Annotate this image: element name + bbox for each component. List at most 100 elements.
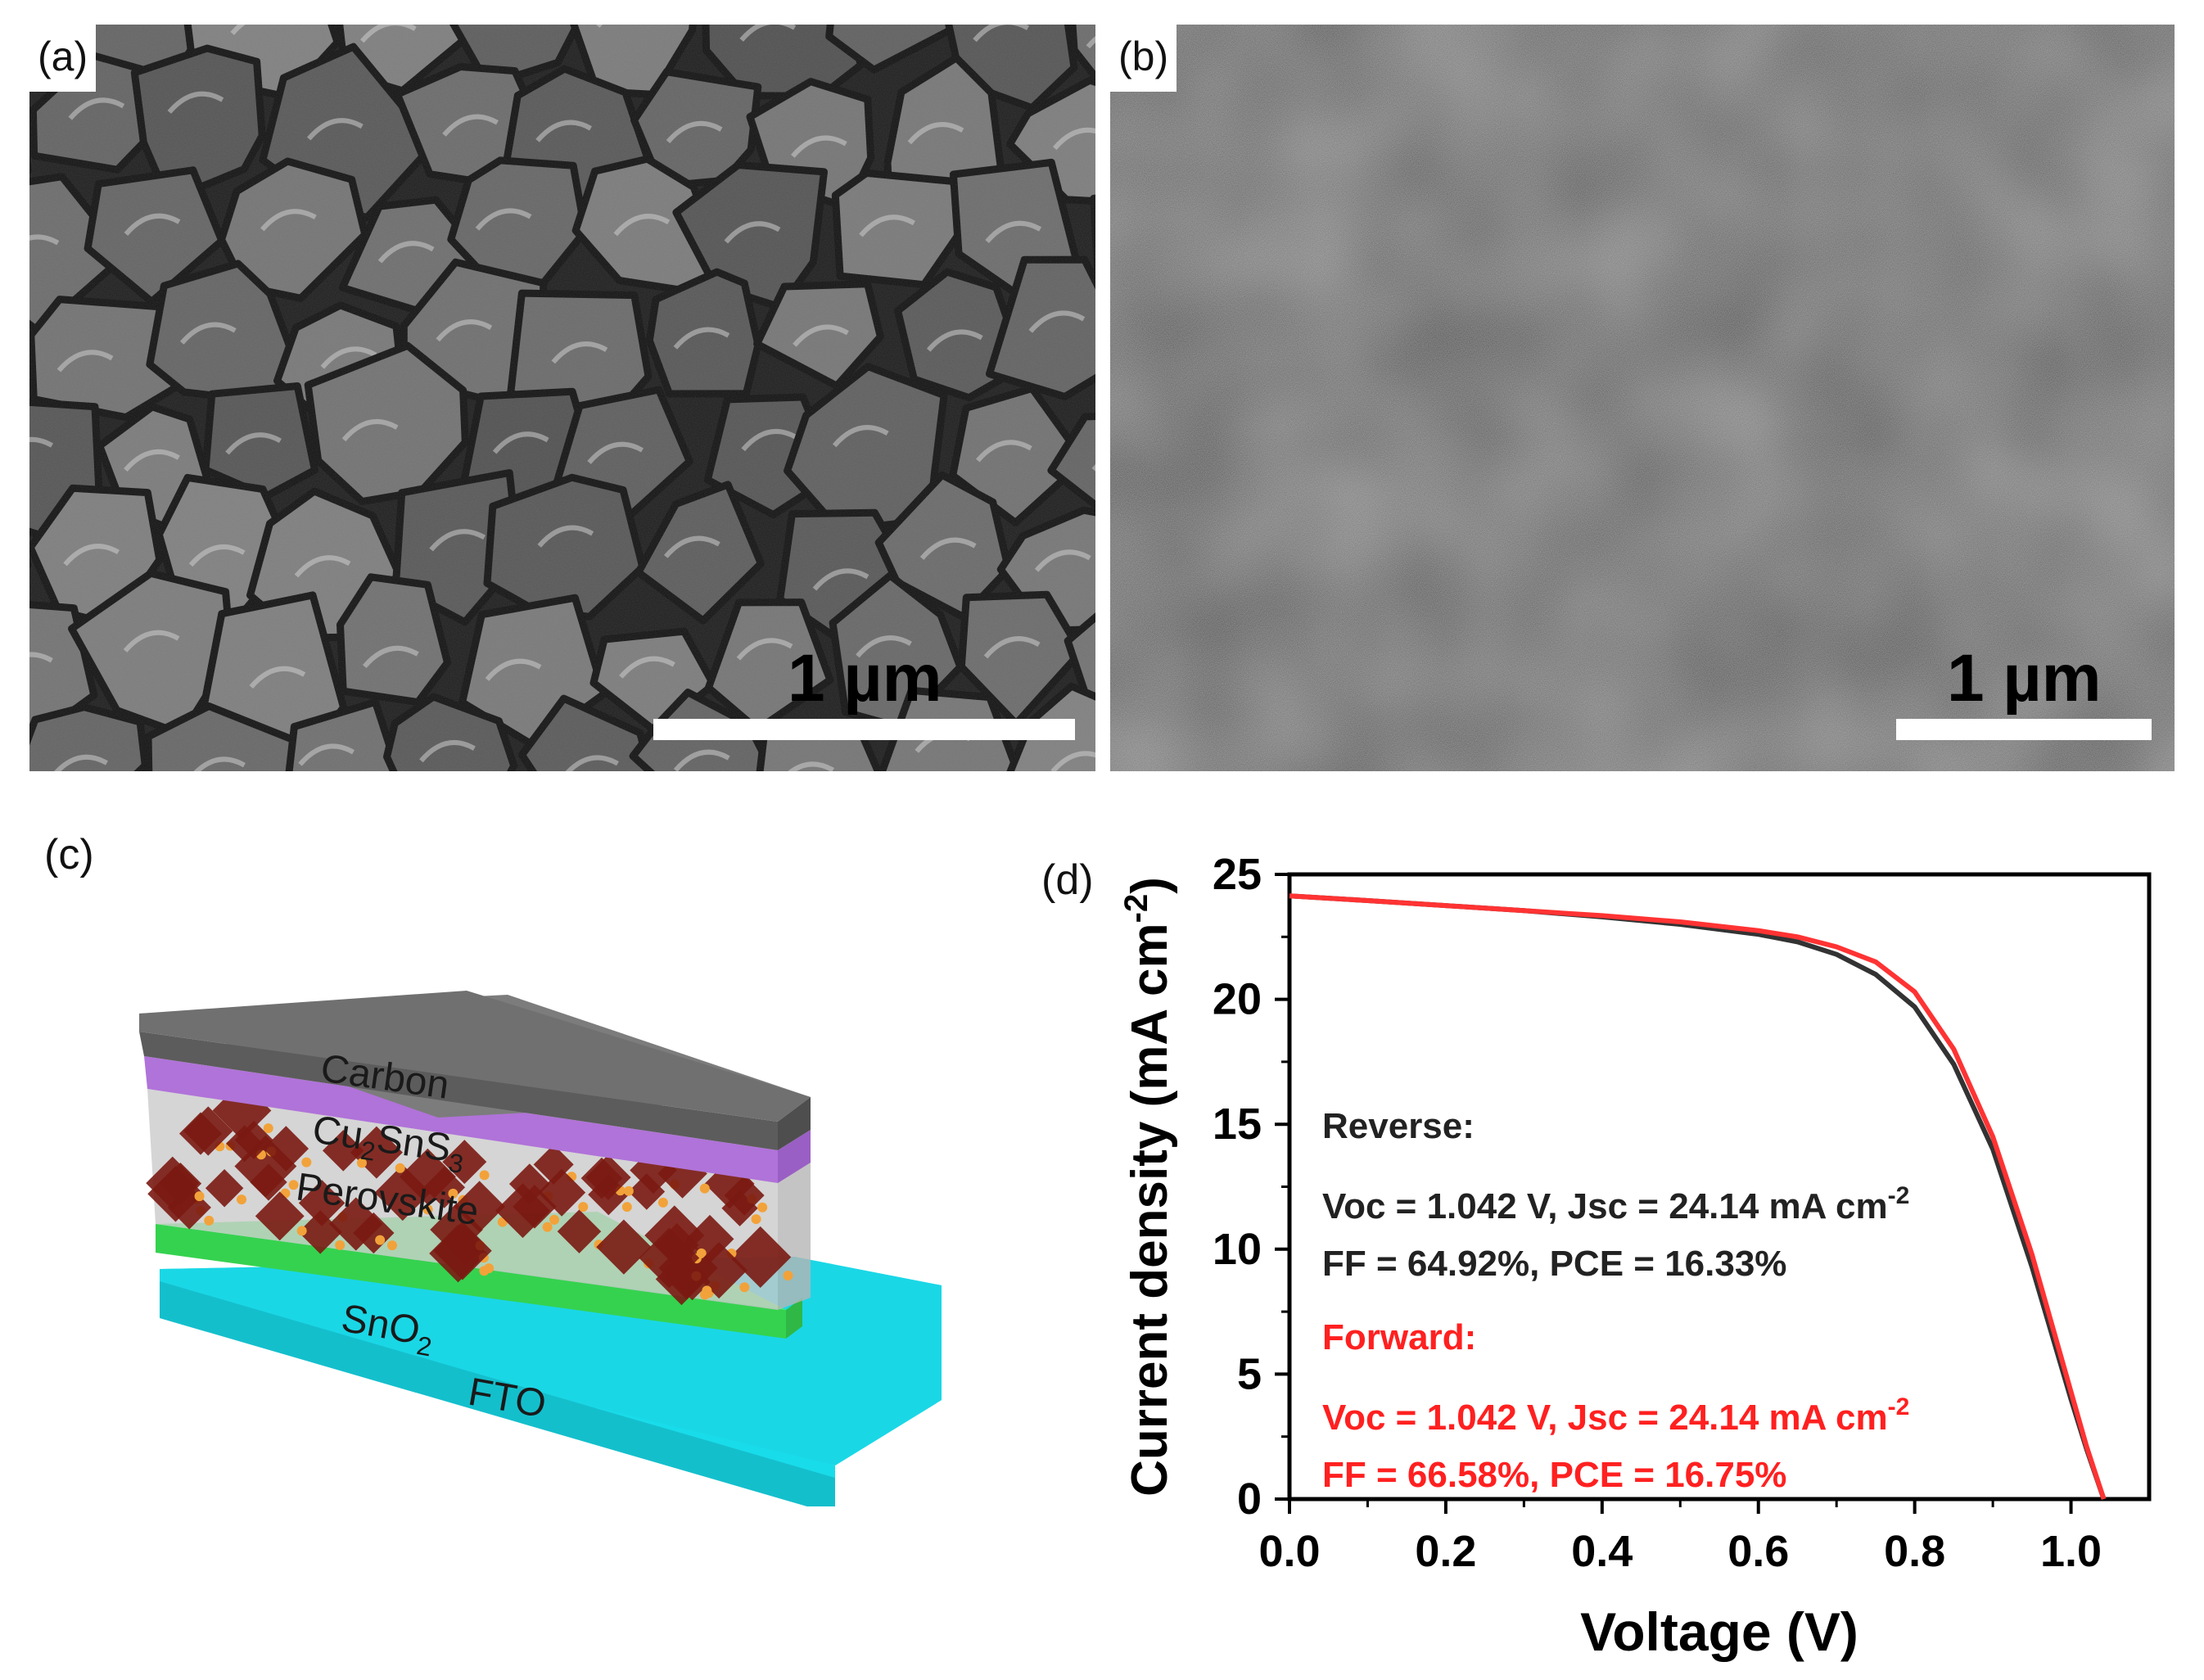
perovskite-octahedron bbox=[433, 1222, 492, 1280]
annotation-forward-voc-jsc-part: Voc = 1.042 V, Jsc = 24.14 mA cm bbox=[1322, 1398, 1888, 1438]
perovskite-cation bbox=[237, 1195, 247, 1205]
y-tick-label: 0 bbox=[1237, 1475, 1262, 1524]
annotation-reverse-head: Reverse: bbox=[1322, 1106, 1475, 1146]
perovskite-cation bbox=[484, 1263, 495, 1274]
perovskite-cation bbox=[386, 1240, 397, 1251]
x-tick-label: 0.0 bbox=[1258, 1527, 1320, 1576]
perovskite-cation bbox=[356, 1158, 367, 1168]
carbon-face bbox=[139, 1032, 778, 1150]
perovskite-octahedron bbox=[442, 1140, 487, 1185]
y-axis-label-base: Current density (mA cm bbox=[1122, 923, 1178, 1497]
perovskite-cation bbox=[757, 1202, 768, 1213]
annotation-reverse-voc-jsc-sup: -2 bbox=[1888, 1182, 1910, 1209]
annotation-reverse-voc-jsc-part: Voc = 1.042 V, Jsc = 24.14 mA cm bbox=[1322, 1186, 1888, 1226]
perovskite-cation bbox=[204, 1215, 215, 1226]
x-tick-label: 0.2 bbox=[1415, 1527, 1476, 1576]
y-tick-label: 5 bbox=[1237, 1349, 1262, 1398]
perovskite-octahedron bbox=[657, 1149, 707, 1199]
perovskite-cation bbox=[263, 1123, 273, 1134]
perovskite-cation bbox=[375, 1235, 386, 1245]
fto-front-face bbox=[160, 1281, 835, 1506]
perovskite-cation bbox=[194, 1191, 205, 1202]
perovskite-octahedron bbox=[234, 1120, 273, 1159]
x-axis-label: Voltage (V) bbox=[1580, 1601, 1858, 1662]
scalebar-label-b: 1 µm bbox=[1947, 641, 2102, 716]
perovskite-octahedron bbox=[329, 1197, 383, 1251]
perovskite-octahedron bbox=[255, 1191, 305, 1241]
perovskite-cation bbox=[751, 1214, 761, 1225]
perovskite-cation bbox=[739, 1282, 750, 1293]
y-tick-label: 10 bbox=[1213, 1225, 1262, 1274]
label-cu2sns3-sub2: 3 bbox=[447, 1148, 466, 1179]
perovskite-octahedron bbox=[704, 1158, 755, 1209]
perovskite-octahedron bbox=[234, 1135, 297, 1198]
sno2-right bbox=[786, 1298, 802, 1339]
perovskite-octahedron bbox=[322, 1130, 364, 1172]
sem-texture-b bbox=[1110, 25, 2175, 771]
perovskite-cation bbox=[448, 1188, 458, 1199]
perovskite-cation bbox=[335, 1240, 346, 1250]
perovskite-cation bbox=[783, 1270, 793, 1280]
perovskite-cation bbox=[702, 1285, 712, 1296]
perovskite-cation bbox=[296, 1226, 307, 1236]
perovskite-octahedron bbox=[205, 1169, 244, 1208]
label-cu2sns3-mid: SnS bbox=[374, 1117, 454, 1170]
y-axis-label-sup: -2 bbox=[1118, 894, 1154, 924]
cu2sns3-right bbox=[778, 1130, 811, 1183]
jv-chart: (d) 0.0 0.2 0.4 0.6 0.8 1.0 0 5 10 15 20 25 Voltage … bbox=[1041, 850, 2152, 1662]
perovskite-octahedron bbox=[538, 1168, 586, 1217]
device-schematic: Carbon Cu2SnS3 Perovskite SnO2 FTO bbox=[139, 991, 942, 1506]
perovskite-right bbox=[778, 1158, 811, 1310]
y-tick-label: 20 bbox=[1213, 975, 1262, 1024]
perovskite-octahedron bbox=[628, 1173, 666, 1210]
y-axis-label-close: ) bbox=[1122, 877, 1178, 894]
annotation-reverse-ff-pce: FF = 64.92%, PCE = 16.33% bbox=[1322, 1244, 1786, 1284]
cu2sns3-face bbox=[144, 1056, 778, 1183]
perovskite-cation bbox=[395, 1163, 405, 1173]
annotation-forward-voc-jsc-sup: -2 bbox=[1888, 1393, 1910, 1420]
carbon-right bbox=[778, 1097, 811, 1150]
y-axis-label: Current density (mA cm-2) bbox=[1118, 877, 1178, 1497]
x-tick-label: 0.4 bbox=[1571, 1527, 1633, 1576]
perovskite-octahedron bbox=[724, 1175, 765, 1216]
perovskite-cation bbox=[621, 1202, 632, 1213]
sem-image-b bbox=[1110, 25, 2175, 771]
perovskite-cation bbox=[422, 1204, 433, 1215]
annotation-forward-ff-pce-part: FF = 66.58%, PCE = 16.75% bbox=[1322, 1455, 1786, 1495]
perovskite-octahedron bbox=[630, 1146, 677, 1195]
y-tick-label: 25 bbox=[1213, 850, 1262, 899]
panel-label-a: (a) bbox=[29, 25, 97, 92]
x-tick-label: 0.8 bbox=[1884, 1527, 1945, 1576]
annotation-reverse-voc-jsc: Voc = 1.042 V, Jsc = 24.14 mA cm-2 bbox=[1322, 1182, 1909, 1226]
x-tick-label: 1.0 bbox=[2040, 1527, 2102, 1576]
perovskite-cation bbox=[699, 1183, 710, 1194]
scalebar-label-a: 1 µm bbox=[788, 641, 942, 716]
carbon-upper bbox=[139, 991, 811, 1122]
label-cu2sns3: Cu2SnS3 bbox=[309, 1108, 467, 1179]
annotation-reverse-head-part: Reverse: bbox=[1322, 1106, 1475, 1146]
scalebar-a bbox=[653, 719, 1075, 740]
scalebar-b bbox=[1896, 719, 2152, 740]
annotation-forward-voc-jsc: Voc = 1.042 V, Jsc = 24.14 mA cm-2 bbox=[1322, 1393, 1909, 1438]
annotation-reverse-ff-pce-part: FF = 64.92%, PCE = 16.33% bbox=[1322, 1244, 1786, 1284]
sno2-face bbox=[156, 1224, 786, 1339]
perovskite-cation bbox=[542, 1222, 553, 1232]
perovskite-cation bbox=[288, 1180, 299, 1190]
series-line-forward bbox=[1289, 893, 2107, 1500]
label-sno2-sub: 2 bbox=[414, 1330, 434, 1362]
sem-image-a bbox=[29, 25, 1095, 771]
perovskite-cation bbox=[479, 1170, 490, 1181]
perovskite-cation bbox=[623, 1185, 634, 1196]
panel-label-c: (c) bbox=[44, 831, 94, 878]
perovskite-octahedron bbox=[685, 1214, 734, 1263]
perovskite-octahedron bbox=[664, 1254, 710, 1300]
perovskite-octahedron bbox=[183, 1106, 233, 1156]
panel-label-b: (b) bbox=[1110, 25, 1177, 92]
perovskite-octahedron bbox=[557, 1209, 602, 1253]
perovskite-cation bbox=[578, 1202, 589, 1213]
perovskite-octahedron bbox=[690, 1241, 747, 1299]
label-cu2sns3-sub1: 2 bbox=[359, 1136, 377, 1167]
perovskite-octahedron bbox=[250, 1163, 287, 1201]
perovskite-cation bbox=[549, 1214, 560, 1225]
x-tick-label: 0.6 bbox=[1728, 1527, 1789, 1576]
